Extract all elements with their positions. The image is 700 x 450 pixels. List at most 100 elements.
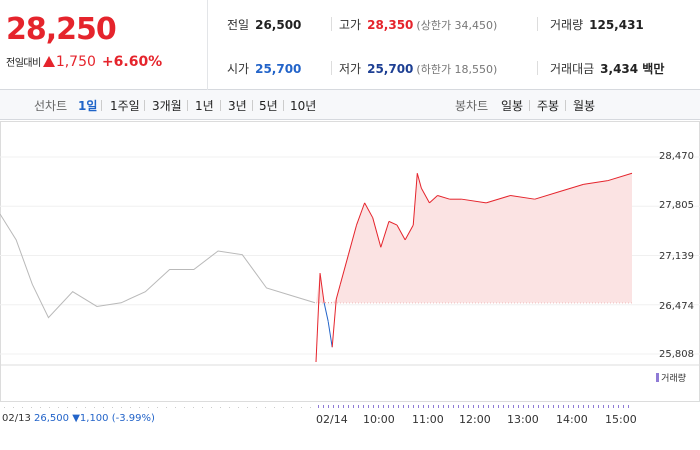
candle-monthly-tab[interactable]: 월봉 xyxy=(573,99,596,113)
prev-volume-bar xyxy=(121,407,122,408)
today-line-segment xyxy=(437,195,450,200)
volume-bar xyxy=(438,405,439,408)
prev-volume-bar xyxy=(301,407,302,408)
prev-volume-bar xyxy=(310,407,311,408)
volume-bar xyxy=(488,405,489,408)
volume-bar xyxy=(543,405,544,408)
today-line-segment xyxy=(335,284,341,300)
x-tick-label: 13:00 xyxy=(507,413,539,426)
divider xyxy=(529,100,530,111)
volume-bar xyxy=(348,405,349,408)
divider xyxy=(331,17,332,31)
volume-bar xyxy=(418,405,419,408)
prev-day-info: 02/13 26,500 ▼1,100 (-3.99%) xyxy=(2,413,155,424)
today-line-segment xyxy=(396,224,406,241)
today-line-segment xyxy=(356,202,366,226)
volume-legend: 거래량 xyxy=(656,371,686,384)
change-amount: 1,750 xyxy=(55,54,96,70)
volume-bar xyxy=(623,405,624,408)
x-tick-label: 12:00 xyxy=(459,413,491,426)
period-5y-tab[interactable]: 5년 xyxy=(259,99,278,113)
volume-bar xyxy=(393,405,394,408)
divider xyxy=(331,61,332,75)
volume-bar xyxy=(483,405,484,408)
today-line-segment xyxy=(388,220,398,226)
prev-volume-bar xyxy=(139,407,140,408)
prev-close-stat: 전일 26,500 xyxy=(227,18,302,32)
price-chart[interactable]: 28,470 27,805 27,139 26,474 25,808 거래량 0… xyxy=(0,121,700,450)
volume-bar xyxy=(423,405,424,408)
volume-bar xyxy=(468,405,469,408)
low-stat: 저가 25,700 (하한가 18,550) xyxy=(339,62,498,76)
candle-weekly-tab[interactable]: 주봉 xyxy=(537,99,560,113)
volume-bar xyxy=(403,405,404,408)
y-tick-label: 27,805 xyxy=(659,200,694,211)
period-3m-tab[interactable]: 3개월 xyxy=(152,99,182,113)
volume-bar xyxy=(573,405,574,408)
divider xyxy=(144,100,145,111)
volume-bar xyxy=(588,405,589,408)
volume-bar xyxy=(593,405,594,408)
divider xyxy=(537,17,538,31)
volume-bar xyxy=(498,405,499,408)
volume-bar xyxy=(383,405,384,408)
x-tick-label: 14:00 xyxy=(556,413,588,426)
prev-volume-bar xyxy=(256,407,257,408)
volume-bar xyxy=(508,405,509,408)
high-stat: 고가 28,350 (상한가 34,450) xyxy=(339,18,498,32)
period-1w-tab[interactable]: 1주일 xyxy=(110,99,140,113)
today-line-segment xyxy=(583,180,608,185)
change-label: 전일대비 xyxy=(6,58,41,69)
volume-bar xyxy=(513,405,514,408)
volume-bar xyxy=(618,405,619,408)
prev-volume-bar xyxy=(220,407,221,408)
today-line-segment xyxy=(315,273,321,363)
volume-bar xyxy=(598,405,599,408)
today-line-segment xyxy=(416,173,422,189)
today-line-segment xyxy=(380,221,390,248)
divider xyxy=(101,100,102,111)
period-10y-tab[interactable]: 10년 xyxy=(290,99,317,113)
volume-stat: 거래량 125,431 xyxy=(550,18,644,32)
prev-volume-bar xyxy=(193,407,194,408)
prev-volume-bar xyxy=(67,407,68,408)
trade-value-stat: 거래대금 3,434 백만 xyxy=(550,62,665,76)
prev-volume-bar xyxy=(148,407,149,408)
volume-bar xyxy=(563,405,564,408)
volume-bar xyxy=(363,405,364,408)
prev-volume-bar xyxy=(85,407,86,408)
volume-bar xyxy=(523,405,524,408)
today-line-segment xyxy=(461,198,487,204)
period-1y-tab[interactable]: 1년 xyxy=(195,99,214,113)
prev-volume-bar xyxy=(247,407,248,408)
today-line-segment xyxy=(347,224,357,255)
volume-bar xyxy=(353,405,354,408)
volume-bar xyxy=(338,405,339,408)
today-line-segment xyxy=(323,302,329,322)
prev-volume-bar xyxy=(40,407,41,408)
volume-bar xyxy=(528,405,529,408)
today-line-segment xyxy=(510,194,535,200)
prev-volume-bar xyxy=(103,407,104,408)
prev-volume-bar xyxy=(292,407,293,408)
period-3y-tab[interactable]: 3년 xyxy=(228,99,247,113)
prev-volume-bar xyxy=(157,407,158,408)
volume-bar xyxy=(398,405,399,408)
line-chart-label: 선차트 xyxy=(34,99,68,113)
volume-bar xyxy=(473,405,474,408)
divider xyxy=(537,61,538,75)
prev-volume-bar xyxy=(112,407,113,408)
prev-volume-bar xyxy=(130,407,131,408)
today-line-segment xyxy=(486,195,511,204)
y-tick-label: 28,470 xyxy=(659,151,694,162)
period-1d-tab[interactable]: 1일 xyxy=(78,99,98,113)
price-chart-svg xyxy=(0,121,700,408)
prev-volume-bar xyxy=(238,407,239,408)
prev-volume-bar xyxy=(31,407,32,408)
candle-daily-tab[interactable]: 일봉 xyxy=(501,99,524,113)
volume-bar xyxy=(328,405,329,408)
prev-volume-bar xyxy=(22,407,23,408)
today-line-segment xyxy=(412,173,418,226)
divider xyxy=(565,100,566,111)
today-line-segment xyxy=(420,187,430,204)
